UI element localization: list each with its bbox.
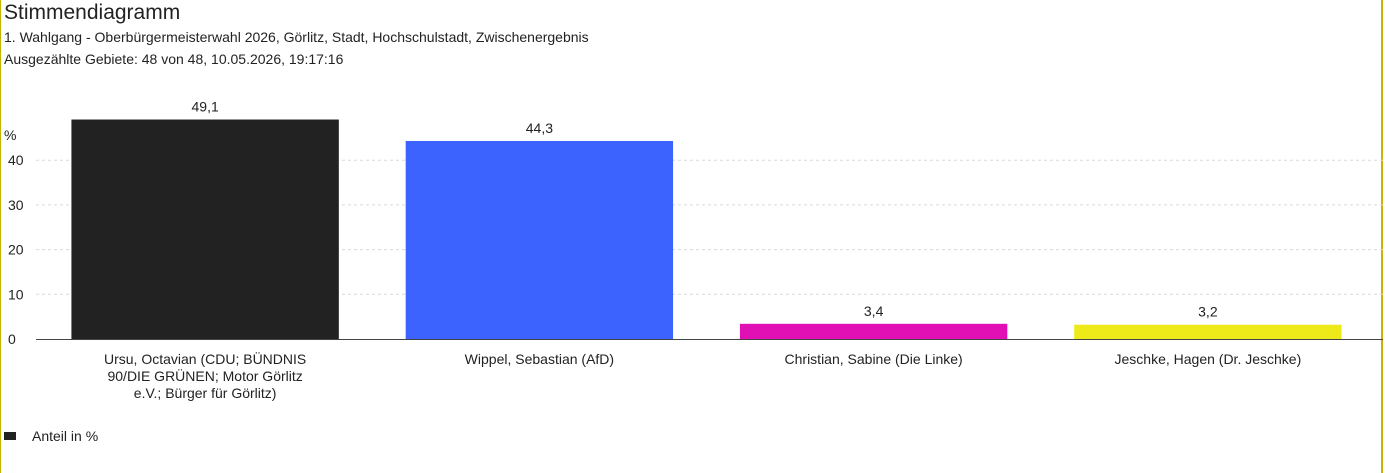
bar-2 <box>405 140 674 339</box>
y-tick-label-30: 30 <box>8 197 24 213</box>
data-label-1: 49,1 <box>192 99 219 115</box>
y-tick-label-10: 10 <box>8 286 24 302</box>
y-tick-label-20: 20 <box>8 242 24 258</box>
bar-3 <box>739 323 1008 339</box>
x-category-label-3: Christian, Sabine (Die Linke) <box>785 351 963 367</box>
data-label-4: 3,2 <box>1198 304 1218 320</box>
data-label-3: 3,4 <box>864 303 884 319</box>
chart-subtitle-counted-areas: Ausgezählte Gebiete: 48 von 48, 10.05.20… <box>4 51 344 67</box>
bar-1 <box>71 119 339 339</box>
chart-subtitle-election: 1. Wahlgang - Oberbürgermeisterwahl 2026… <box>4 29 589 45</box>
y-tick-label-0: 0 <box>8 331 16 347</box>
frame-border-right <box>1381 0 1383 473</box>
data-label-2: 44,3 <box>526 120 553 136</box>
legend-swatch <box>4 432 16 440</box>
bar-4 <box>1074 324 1342 339</box>
legend-label: Anteil in % <box>32 428 99 444</box>
chart-legend: Anteil in % <box>4 428 98 444</box>
frame-border-left <box>0 0 1 473</box>
x-category-label-2: Wippel, Sebastian (AfD) <box>465 351 614 367</box>
x-category-label-4: Jeschke, Hagen (Dr. Jeschke) <box>1115 351 1302 367</box>
y-axis-unit-label: % <box>4 127 16 143</box>
chart-title: Stimmendiagramm <box>4 1 181 24</box>
x-category-label-1: Ursu, Octavian (CDU; BÜNDNIS 90/DIE GRÜNE… <box>104 350 306 401</box>
y-tick-label-40: 40 <box>8 152 24 168</box>
